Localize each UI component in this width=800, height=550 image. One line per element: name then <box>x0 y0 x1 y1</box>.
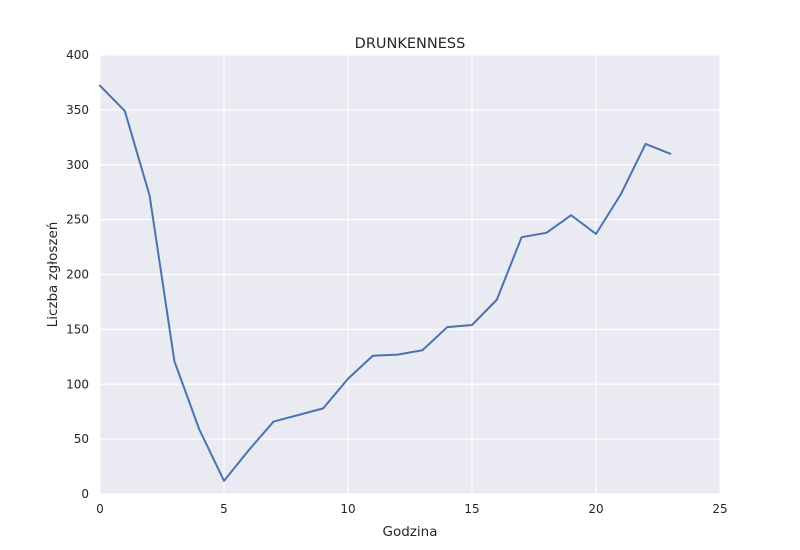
y-tick-label: 350 <box>66 103 89 117</box>
x-tick-label: 20 <box>588 502 603 516</box>
y-tick-label: 50 <box>74 432 89 446</box>
x-tick-labels: 0 5 10 15 20 25 <box>96 502 727 516</box>
y-tick-label: 100 <box>66 377 89 391</box>
x-tick-label: 10 <box>340 502 355 516</box>
y-tick-labels: 0 50 100 150 200 250 300 350 400 <box>66 48 89 501</box>
y-tick-label: 200 <box>66 268 89 282</box>
x-tick-label: 5 <box>220 502 228 516</box>
y-axis-title: Liczba zgłoszeń <box>45 222 61 328</box>
x-tick-label: 0 <box>96 502 104 516</box>
series-group <box>99 84 672 482</box>
y-tick-label: 0 <box>81 487 89 501</box>
x-tick-label: 25 <box>712 502 727 516</box>
y-tick-label: 300 <box>66 158 89 172</box>
y-tick-label: 250 <box>66 213 89 227</box>
x-tick-label: 15 <box>464 502 479 516</box>
y-tick-label: 150 <box>66 322 89 336</box>
y-tick-label: 400 <box>66 48 89 62</box>
series-line <box>99 84 672 482</box>
x-axis-title: Godzina <box>383 524 438 540</box>
chart-title: DRUNKENNESS <box>355 36 466 52</box>
